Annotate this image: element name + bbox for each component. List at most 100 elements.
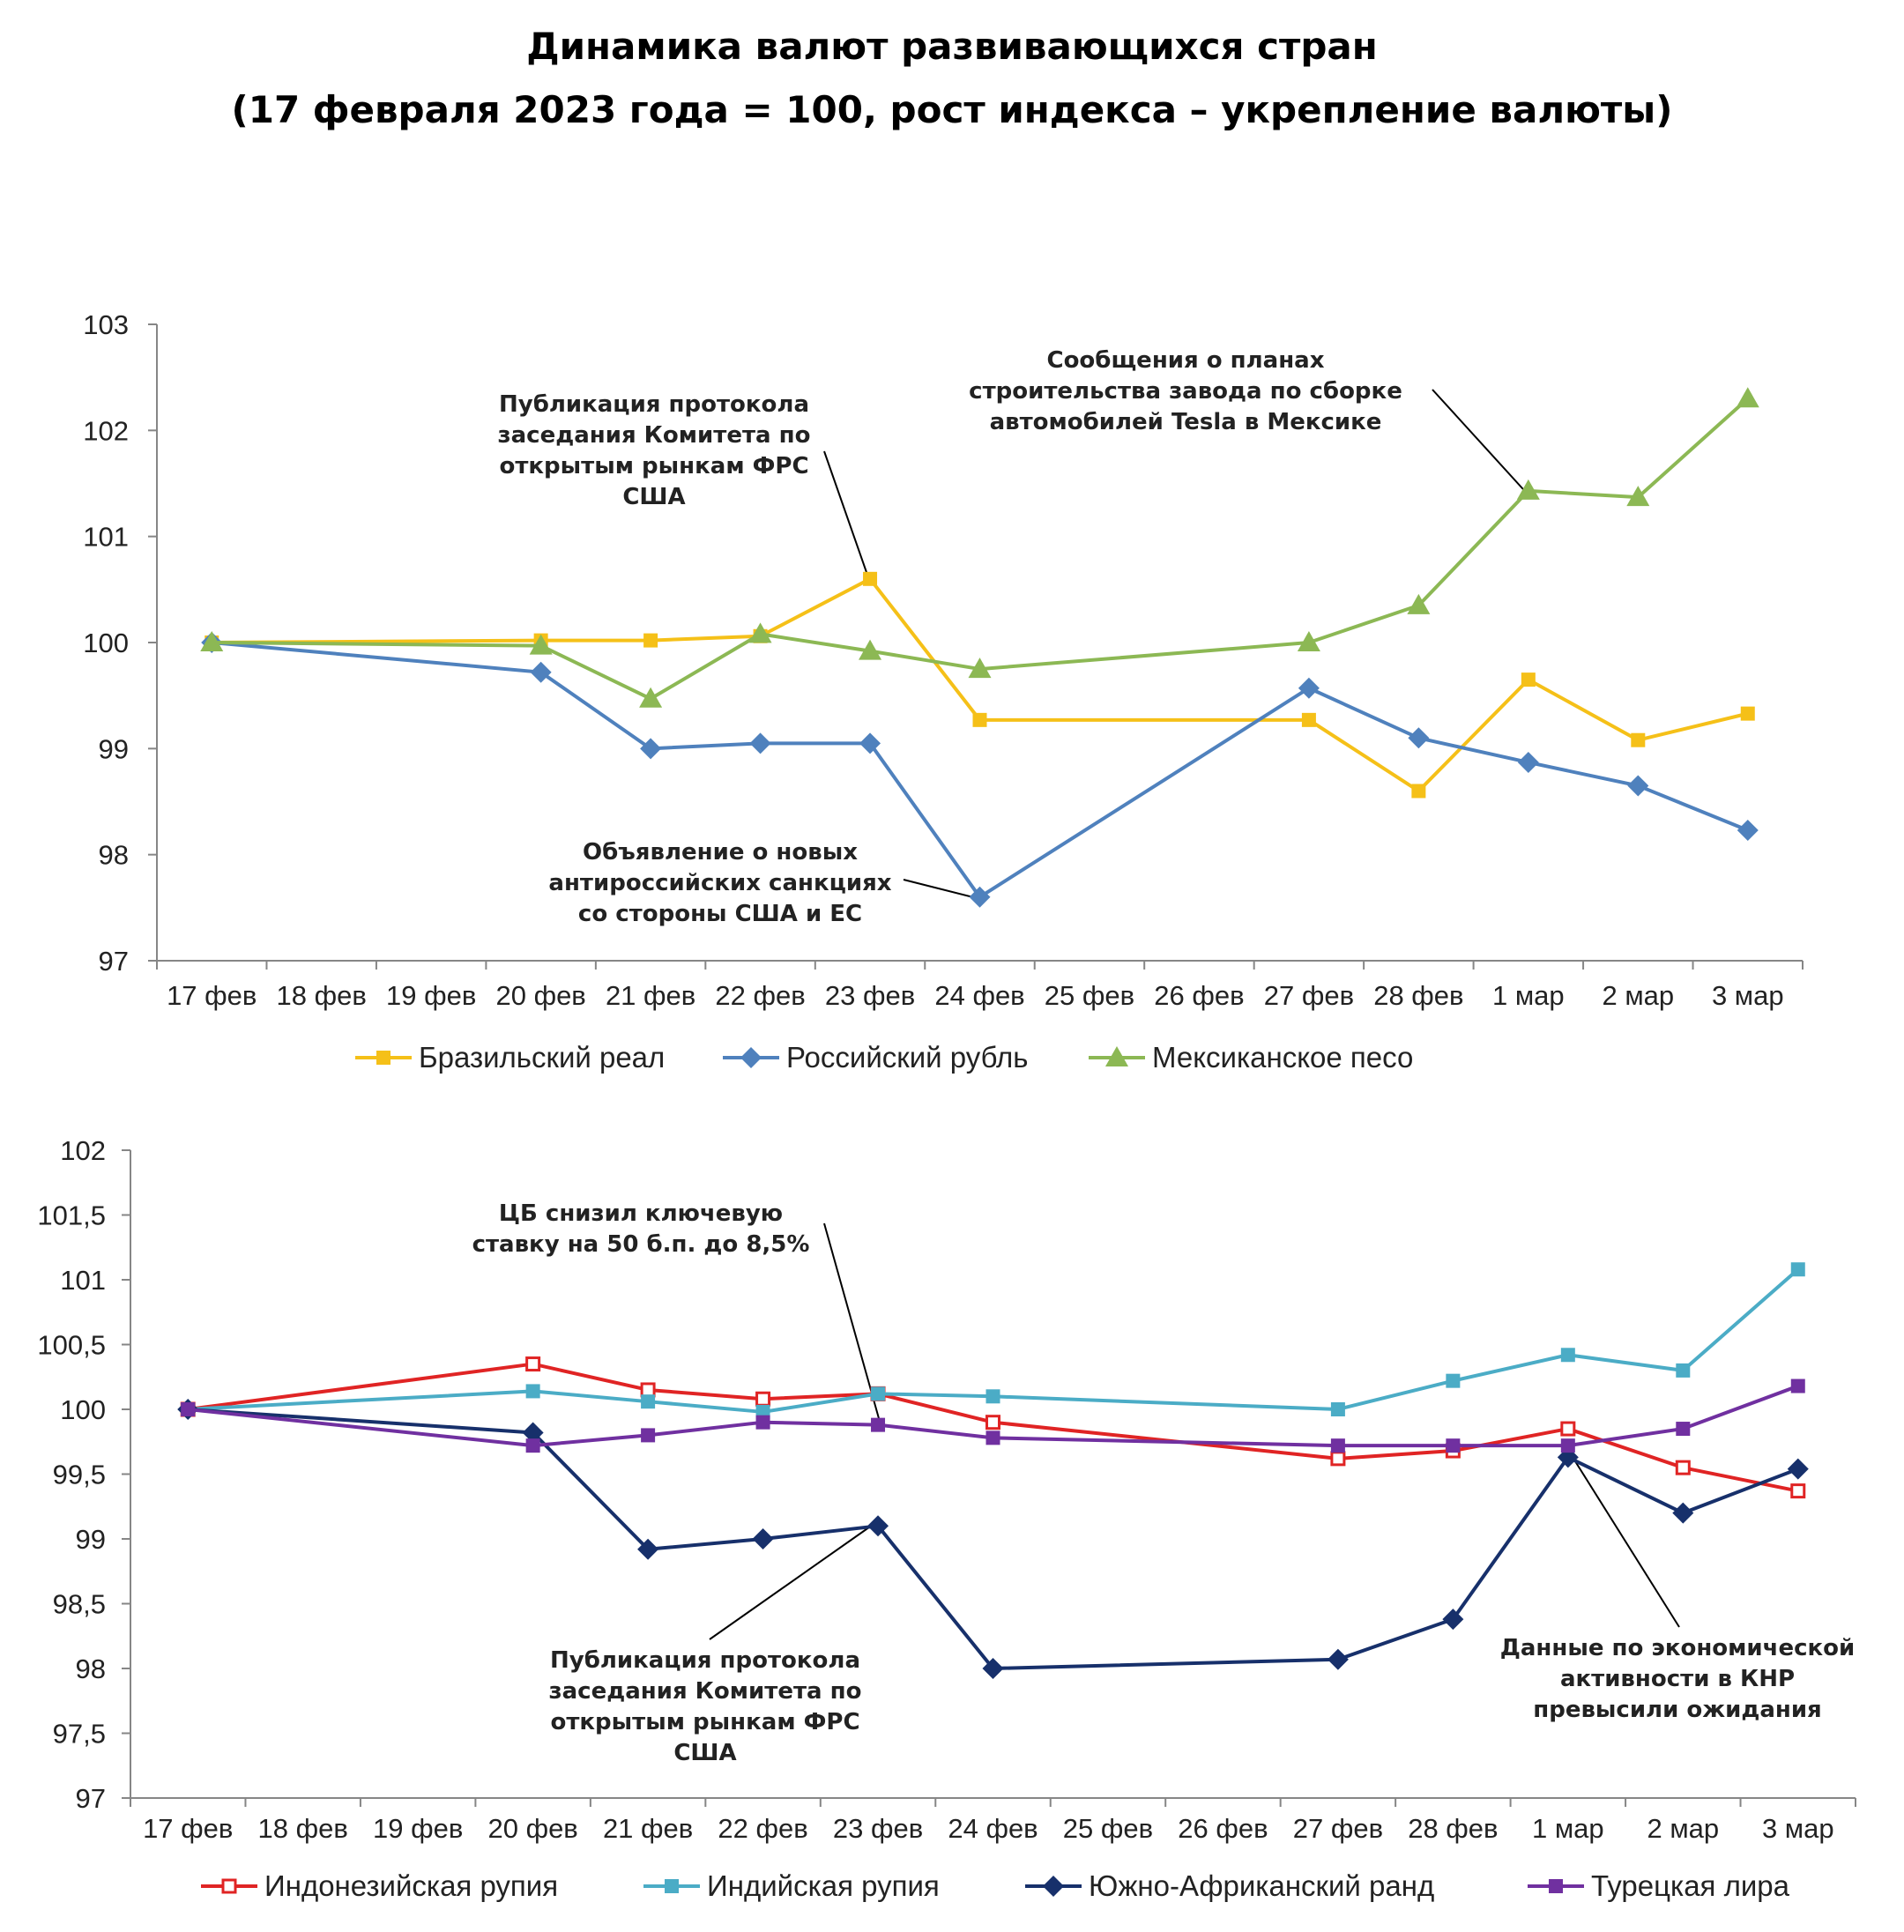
annotation-text: США (673, 1740, 736, 1766)
annotation-text: США (622, 484, 685, 510)
legend-item: Южно-Африканский ранд (1025, 1869, 1434, 1902)
data-point (1672, 1502, 1694, 1524)
data-point (1626, 486, 1650, 507)
legend-label: Турецкая лира (1591, 1869, 1790, 1902)
legend-swatch-marker (1549, 1879, 1563, 1893)
data-point (1298, 677, 1320, 699)
y-tick-label: 99 (76, 1524, 106, 1555)
data-point (637, 1538, 659, 1560)
legend-swatch-marker (376, 1051, 390, 1065)
data-point (1521, 672, 1536, 687)
annotation-text: открытым рынкам ФРС (499, 453, 808, 479)
annotation-text: Публикация протокола (499, 391, 809, 418)
annotation-leader-line (903, 879, 981, 900)
data-point (1790, 1483, 1806, 1499)
data-point (1560, 1421, 1576, 1437)
data-point (748, 622, 772, 643)
x-tick-label: 28 фев (1373, 980, 1463, 1011)
legend-label: Индонезийская рупия (264, 1869, 558, 1902)
x-tick-label: 26 фев (1154, 980, 1244, 1011)
data-point (1517, 751, 1539, 773)
data-point (181, 1402, 196, 1416)
data-point (859, 639, 882, 660)
data-point (1631, 732, 1646, 747)
annotation-leader-line (1432, 389, 1532, 499)
data-point (1446, 1373, 1461, 1388)
x-tick-label: 2 мар (1647, 1813, 1719, 1844)
series-line (212, 641, 1749, 899)
chart-1: 97 98 99 100 101 102 103 17 фев 18 фев 19 фев 20 ф… (83, 309, 1804, 1074)
data-point (200, 631, 224, 651)
x-tick-label: 3 мар (1762, 1813, 1834, 1844)
annotation-leader-line (709, 1524, 874, 1640)
data-point (1627, 775, 1649, 797)
y-tick-label: 100 (60, 1394, 106, 1425)
legend-label: Южно-Африканский ранд (1089, 1869, 1434, 1902)
y-tick-label: 98 (99, 840, 129, 871)
x-tick-label: 23 фев (833, 1813, 923, 1844)
data-point (643, 633, 658, 648)
data-point (1790, 1262, 1805, 1277)
data-point (1737, 819, 1759, 841)
data-point (752, 1528, 774, 1549)
data-point (969, 886, 991, 908)
data-point (530, 661, 552, 683)
x-tick-label: 18 фев (277, 980, 367, 1011)
legend-label: Российский рубль (786, 1041, 1028, 1074)
chart-2: 97 97,5 98 98,5 99 99,5 100 100,5 101 101,5 102 17 … (37, 1135, 1856, 1902)
x-tick-label: 24 фев (934, 980, 1024, 1011)
data-point (1408, 727, 1430, 749)
y-tick-label: 102 (60, 1135, 106, 1166)
series-line (188, 1408, 1799, 1670)
data-point (1675, 1460, 1691, 1475)
series-1 (180, 1356, 1806, 1499)
x-tick-label: 2 мар (1602, 980, 1674, 1011)
data-point (1330, 1451, 1346, 1467)
legend-swatch-marker (1105, 1046, 1128, 1066)
legend-label: Индийская рупия (707, 1869, 940, 1902)
y-tick-label: 100 (83, 628, 129, 658)
y-tick-label: 98 (76, 1653, 106, 1684)
y-tick-label: 98,5 (53, 1589, 106, 1620)
data-point (871, 1386, 886, 1401)
data-point (1301, 712, 1316, 727)
x-tick-label: 23 фев (825, 980, 915, 1011)
data-point (1740, 706, 1755, 721)
data-point (525, 1384, 540, 1399)
x-tick-label: 3 мар (1712, 980, 1784, 1011)
x-tick-label: 1 мар (1532, 1813, 1604, 1844)
data-point (1787, 1458, 1809, 1480)
data-point (1330, 1438, 1345, 1453)
data-point (982, 1658, 1004, 1679)
legend-item: Индийская рупия (643, 1869, 940, 1902)
data-point (1736, 387, 1759, 408)
data-point (1330, 1402, 1345, 1416)
y-tick-label: 99,5 (53, 1460, 106, 1490)
data-point (871, 1417, 886, 1432)
legend-item: Индонезийская рупия (201, 1869, 558, 1902)
series-3 (200, 387, 1759, 708)
legend-swatch-marker (740, 1047, 762, 1068)
x-tick-label: 25 фев (1063, 1813, 1153, 1844)
x-tick-label: 22 фев (718, 1813, 807, 1844)
x-tick-label: 17 фев (143, 1813, 233, 1844)
x-tick-label: 1 мар (1492, 980, 1565, 1011)
x-tick-label: 26 фев (1178, 1813, 1268, 1844)
data-point (755, 1415, 770, 1430)
data-point (1676, 1422, 1691, 1437)
x-tick-label: 22 фев (715, 980, 805, 1011)
annotation-text: антироссийских санкциях (548, 870, 891, 896)
y-tick-label: 103 (83, 309, 129, 340)
legend-item: Турецкая лира (1528, 1869, 1790, 1902)
data-point (640, 738, 662, 760)
legend-item: Бразильский реал (355, 1041, 665, 1074)
data-point (640, 1382, 656, 1398)
annotation-text: Данные по экономической (1500, 1635, 1856, 1661)
data-point (1446, 1438, 1461, 1453)
y-tick-label: 102 (83, 415, 129, 446)
data-point (755, 1391, 771, 1407)
y-tick-label: 97,5 (53, 1719, 106, 1750)
data-point (1560, 1348, 1575, 1363)
legend-swatch-marker (665, 1879, 679, 1893)
